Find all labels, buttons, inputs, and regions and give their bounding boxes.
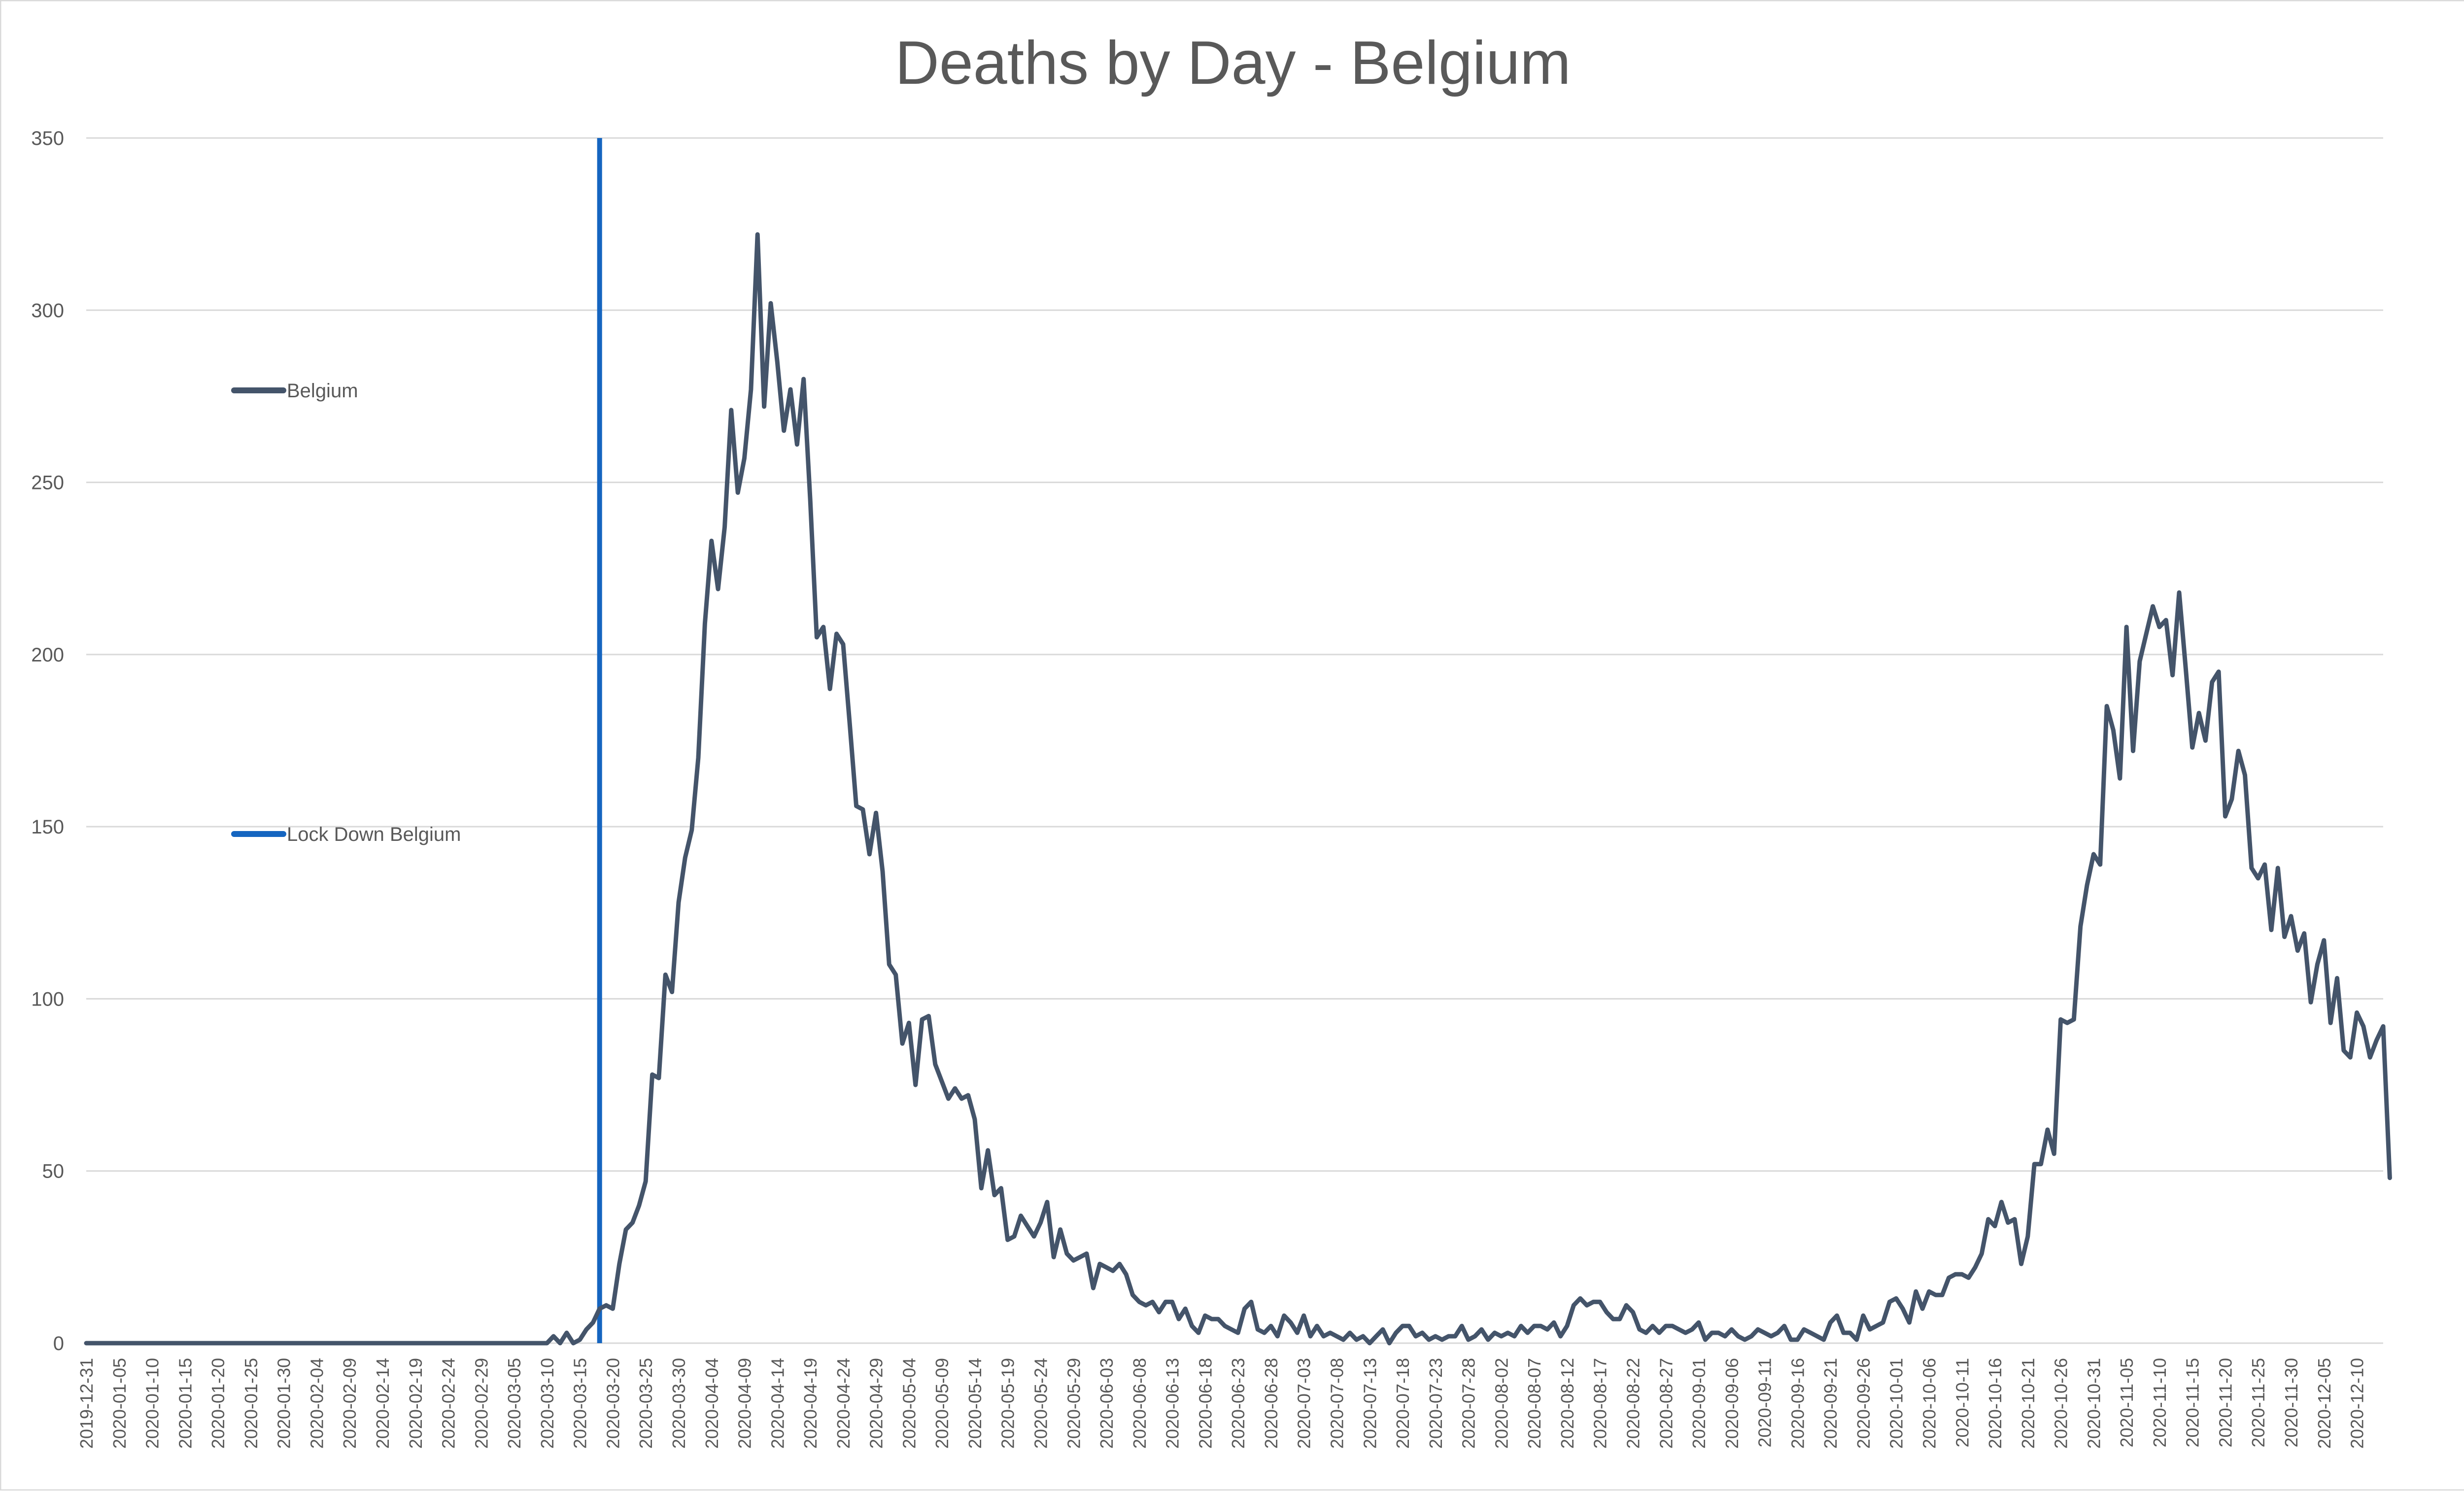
x-tick-label: 2020-11-25 bbox=[2248, 1358, 2268, 1447]
x-tick-label: 2020-04-04 bbox=[702, 1358, 722, 1449]
x-tick-label: 2020-03-05 bbox=[504, 1358, 524, 1449]
x-tick-label: 2020-10-26 bbox=[2051, 1358, 2071, 1449]
x-tick-label: 2020-11-20 bbox=[2215, 1358, 2235, 1447]
x-tick-label: 2020-08-12 bbox=[1557, 1358, 1577, 1449]
x-tick-label: 2020-09-01 bbox=[1689, 1358, 1709, 1449]
x-tick-label: 2020-10-01 bbox=[1886, 1358, 1907, 1449]
x-tick-label: 2020-10-31 bbox=[2084, 1358, 2104, 1449]
y-tick-label: 150 bbox=[31, 816, 64, 838]
y-tick-label: 100 bbox=[31, 988, 64, 1010]
x-tick-label: 2020-09-21 bbox=[1820, 1358, 1841, 1449]
x-tick-label: 2020-05-14 bbox=[965, 1358, 985, 1449]
x-tick-label: 2020-12-05 bbox=[2314, 1358, 2334, 1449]
y-tick-label: 0 bbox=[53, 1333, 64, 1354]
x-tick-label: 2020-02-19 bbox=[406, 1358, 426, 1449]
x-tick-label: 2020-03-15 bbox=[570, 1358, 590, 1449]
legend-label: Belgium bbox=[287, 380, 358, 402]
x-tick-label: 2020-01-15 bbox=[175, 1358, 195, 1449]
x-tick-label: 2020-02-04 bbox=[307, 1358, 327, 1449]
x-tick-label: 2020-12-10 bbox=[2347, 1358, 2367, 1449]
x-tick-label: 2020-06-23 bbox=[1228, 1358, 1248, 1449]
x-tick-label: 2020-02-24 bbox=[439, 1358, 459, 1449]
x-tick-label: 2020-05-24 bbox=[1031, 1358, 1051, 1449]
x-tick-label: 2020-11-30 bbox=[2281, 1358, 2301, 1447]
series bbox=[84, 232, 2392, 1346]
x-tick-label: 2020-10-21 bbox=[2018, 1358, 2038, 1449]
x-tick-label: 2020-07-18 bbox=[1393, 1358, 1413, 1449]
x-tick-label: 2020-06-08 bbox=[1129, 1358, 1150, 1449]
x-tick-label: 2020-03-25 bbox=[636, 1358, 656, 1449]
x-tick-label: 2020-06-03 bbox=[1096, 1358, 1117, 1449]
x-tick-label: 2020-02-14 bbox=[373, 1358, 393, 1449]
series-line-belgium bbox=[84, 232, 2392, 1346]
x-tick-label: 2020-09-26 bbox=[1853, 1358, 1874, 1449]
x-tick-label: 2020-01-10 bbox=[142, 1358, 163, 1449]
y-tick-label: 50 bbox=[42, 1161, 65, 1182]
x-tick-label: 2020-04-29 bbox=[866, 1358, 887, 1449]
x-tick-label: 2020-09-11 bbox=[1755, 1358, 1775, 1447]
y-tick-label: 300 bbox=[31, 300, 64, 321]
x-tick-label: 2020-01-25 bbox=[241, 1358, 261, 1449]
x-tick-label: 2020-06-18 bbox=[1195, 1358, 1215, 1449]
x-tick-label: 2020-01-05 bbox=[109, 1358, 130, 1449]
x-tick-label: 2020-11-05 bbox=[2117, 1358, 2137, 1447]
grid bbox=[86, 137, 2383, 1344]
x-tick-label: 2020-10-11 bbox=[1952, 1358, 1972, 1447]
x-tick-label: 2020-05-19 bbox=[998, 1358, 1018, 1449]
x-tick-label: 2020-10-06 bbox=[1919, 1358, 1939, 1449]
y-tick-label: 250 bbox=[31, 472, 64, 494]
x-tick-label: 2020-02-09 bbox=[340, 1358, 360, 1449]
legend: Belgium Lock Down Belgium bbox=[231, 380, 461, 845]
x-tick-label: 2020-07-28 bbox=[1459, 1358, 1479, 1449]
x-tick-label: 2019-12-31 bbox=[76, 1358, 97, 1449]
x-tick-label: 2020-07-03 bbox=[1294, 1358, 1314, 1449]
y-axis-ticks: 0 50 100 150 200 250 300 350 bbox=[31, 128, 64, 1354]
x-tick-label: 2020-08-22 bbox=[1623, 1358, 1643, 1449]
x-tick-label: 2020-03-30 bbox=[669, 1358, 689, 1449]
x-tick-label: 2020-07-08 bbox=[1327, 1358, 1347, 1449]
x-tick-label: 2020-09-16 bbox=[1787, 1358, 1808, 1449]
x-tick-label: 2020-01-20 bbox=[208, 1358, 228, 1449]
x-tick-label: 2020-07-23 bbox=[1426, 1358, 1446, 1449]
x-tick-label: 2020-06-13 bbox=[1163, 1358, 1183, 1449]
x-tick-label: 2020-08-27 bbox=[1656, 1358, 1676, 1449]
x-tick-label: 2020-04-14 bbox=[767, 1358, 787, 1449]
x-tick-label: 2020-09-06 bbox=[1722, 1358, 1742, 1449]
x-tick-label: 2020-08-07 bbox=[1524, 1358, 1544, 1449]
x-tick-label: 2020-05-04 bbox=[899, 1358, 919, 1449]
x-tick-label: 2020-03-10 bbox=[537, 1358, 557, 1449]
y-tick-label: 200 bbox=[31, 644, 64, 666]
x-tick-label: 2020-04-19 bbox=[800, 1358, 821, 1449]
y-tick-label: 350 bbox=[31, 128, 64, 149]
x-tick-label: 2020-10-16 bbox=[1985, 1358, 2005, 1449]
x-tick-label: 2020-08-17 bbox=[1590, 1358, 1610, 1449]
x-tick-label: 2020-11-15 bbox=[2183, 1358, 2203, 1447]
x-tick-label: 2020-05-29 bbox=[1063, 1358, 1084, 1449]
x-tick-label: 2020-03-20 bbox=[603, 1358, 623, 1449]
chart-title: Deaths by Day - Belgium bbox=[895, 29, 1571, 97]
x-tick-label: 2020-02-29 bbox=[471, 1358, 491, 1449]
x-tick-label: 2020-01-30 bbox=[274, 1358, 294, 1449]
x-tick-label: 2020-11-10 bbox=[2150, 1358, 2170, 1447]
x-tick-label: 2020-06-28 bbox=[1261, 1358, 1281, 1449]
x-tick-label: 2020-08-02 bbox=[1491, 1358, 1511, 1449]
x-tick-label: 2020-05-09 bbox=[932, 1358, 952, 1449]
x-tick-label: 2020-04-09 bbox=[735, 1358, 755, 1449]
x-axis-ticks: 2019-12-31 2020-01-05 2020-01-10 2020-01-15… bbox=[76, 1358, 2367, 1449]
x-tick-label: 2020-07-13 bbox=[1360, 1358, 1380, 1449]
legend-label: Lock Down Belgium bbox=[287, 824, 461, 845]
x-tick-label: 2020-04-24 bbox=[833, 1358, 854, 1449]
